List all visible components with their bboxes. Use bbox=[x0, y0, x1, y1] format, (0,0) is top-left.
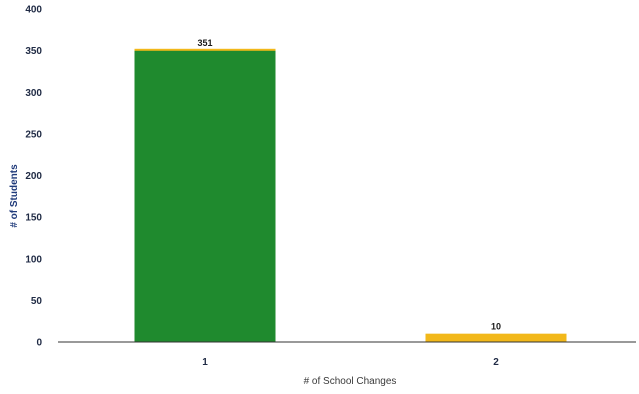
bar bbox=[425, 333, 567, 342]
x-axis-title: # of School Changes bbox=[304, 376, 397, 387]
bar-top-edge bbox=[134, 48, 276, 51]
data-labels: 351 10 bbox=[197, 38, 501, 332]
bar bbox=[134, 49, 276, 342]
y-tick-label: 350 bbox=[25, 46, 42, 57]
y-tick-label: 400 bbox=[25, 5, 42, 16]
y-tick-label: 50 bbox=[31, 296, 43, 307]
x-tick-label: 1 bbox=[202, 357, 208, 368]
y-tick-label: 100 bbox=[25, 254, 42, 265]
y-tick-label: 200 bbox=[25, 171, 42, 182]
bars bbox=[134, 48, 567, 342]
x-tick-label: 2 bbox=[493, 357, 499, 368]
y-axis-title: # of Students bbox=[9, 164, 20, 228]
y-axis-ticks: 0 50 100 150 200 250 300 350 400 bbox=[25, 5, 42, 349]
y-tick-label: 250 bbox=[25, 129, 42, 140]
bar-value-label: 10 bbox=[491, 322, 501, 332]
y-tick-label: 0 bbox=[36, 338, 42, 349]
bar-value-label: 351 bbox=[197, 38, 212, 48]
y-tick-label: 300 bbox=[25, 88, 42, 99]
y-tick-label: 150 bbox=[25, 213, 42, 224]
